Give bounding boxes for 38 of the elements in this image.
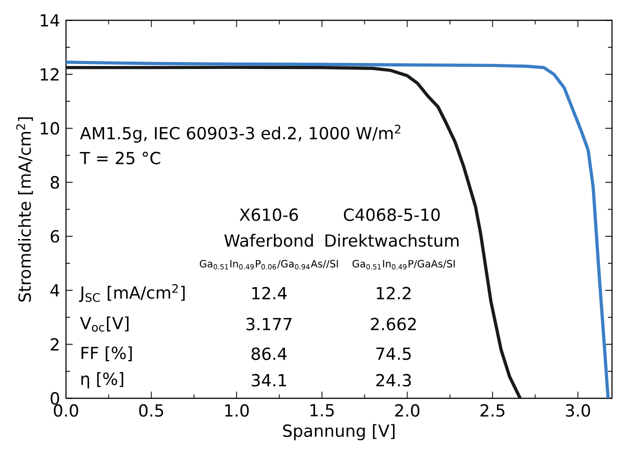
annotation: 3.177	[246, 318, 292, 330]
annotation: 2.662	[370, 318, 416, 330]
annotation: Ga$_{0.51}$In$_{0.49}$P/GaAs/SI	[352, 260, 455, 270]
annotation: Waferbond	[224, 234, 313, 247]
y-tick-label: 6	[50, 230, 60, 243]
annotation: 74.5	[376, 348, 411, 360]
x-tick-label: 3.0	[566, 404, 590, 417]
annotation: C4068-5-10	[344, 208, 440, 222]
annotation: Direktwachstum	[326, 234, 458, 247]
annotation: 12.4	[252, 286, 287, 300]
y-tick-label: 14	[40, 14, 60, 26]
x-tick-label: 0.5	[139, 404, 164, 417]
annotation: AM1.5g, IEC 60903-3 ed.2, 1000 W/m$^{2}$	[80, 124, 400, 143]
x-tick-label: 2.0	[395, 404, 420, 417]
annotation: V$_{oc}$[V]	[80, 316, 128, 332]
y-tick-label: 10	[40, 122, 60, 135]
text: Ga$_{0.51}$In$_{0.49}$P$_{0.06}$/Ga$_{0.94}$As//SI	[200, 260, 338, 270]
y-tick-label: 2	[50, 338, 59, 351]
y-tick-label: 8	[50, 176, 60, 189]
annotation: T = 25 °C	[80, 152, 160, 164]
y-tick-label: 4	[50, 284, 60, 296]
annotation: 12.2	[376, 286, 410, 300]
annotation: 34.1	[252, 374, 286, 387]
annotation: J$_{SC}$ [mA/cm$^{2}$]	[79, 284, 185, 302]
annotation: η [%]	[81, 372, 124, 388]
annotation: 24.3	[376, 374, 411, 387]
x-tick-label: 2.5	[480, 404, 504, 417]
x-tick-label: 1.0	[225, 404, 249, 417]
x-tick-label: 0.0	[54, 404, 78, 417]
y-tick-label: 0	[50, 392, 60, 405]
y-tick-label: 12	[40, 68, 58, 81]
y-axis-title: Stromdichte [mA/cm$^{2}$]	[16, 117, 33, 302]
line-series	[66, 66, 522, 398]
annotation: X610-6	[240, 208, 298, 222]
x-axis-title: Spannung [V]	[283, 424, 395, 440]
annotation: FF [%]	[82, 346, 132, 362]
annotation: 86.4	[252, 347, 287, 360]
x-tick-label: 1.5	[310, 404, 334, 417]
